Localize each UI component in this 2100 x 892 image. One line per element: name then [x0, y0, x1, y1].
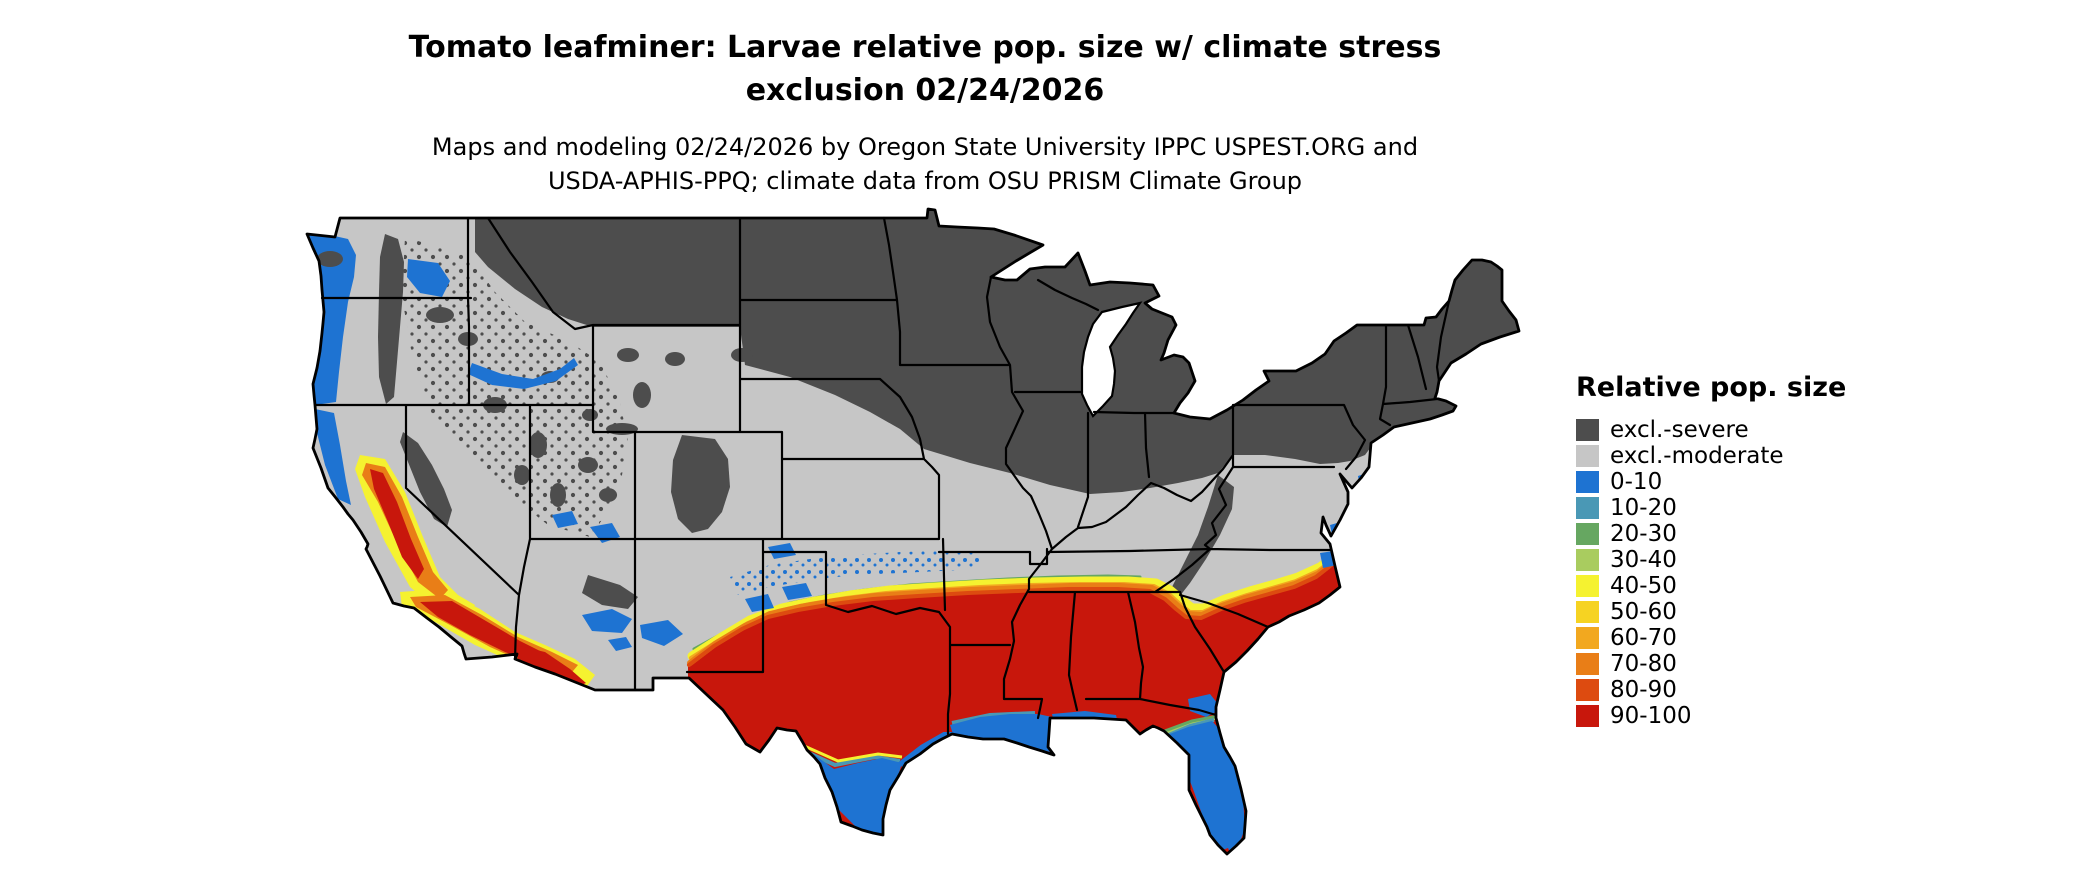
legend-swatch: [1576, 419, 1599, 441]
legend-item: 20-30: [1576, 521, 1846, 547]
legend-swatch: [1576, 471, 1599, 493]
legend-label: 90-100: [1610, 703, 1692, 729]
legend: Relative pop. size excl.-severe excl.-mod…: [1576, 372, 1846, 729]
lake-michigan: [1080, 301, 1143, 418]
legend-swatch: [1576, 627, 1599, 649]
legend-swatch: [1576, 549, 1599, 571]
legend-label: 50-60: [1610, 599, 1677, 625]
state-borders: [313, 216, 1451, 736]
legend-swatch: [1576, 523, 1599, 545]
legend-item: 60-70: [1576, 625, 1846, 651]
map-title-line2: exclusion 02/24/2026: [745, 73, 1105, 108]
legend-label: excl.-moderate: [1610, 443, 1784, 469]
legend-swatch: [1576, 601, 1599, 623]
legend-label: 80-90: [1610, 677, 1677, 703]
legend-label: 30-40: [1610, 547, 1677, 573]
map-subtitle-line2: USDA-APHIS-PPQ; climate data from OSU PR…: [547, 167, 1303, 195]
legend-swatch: [1576, 497, 1599, 519]
map-title-line1: Tomato leafminer: Larvae relative pop. s…: [408, 30, 1442, 65]
legend-item: 50-60: [1576, 599, 1846, 625]
legend-label: 40-50: [1610, 573, 1677, 599]
legend-item: 0-10: [1576, 469, 1846, 495]
legend-item: 90-100: [1576, 703, 1846, 729]
legend-swatch: [1576, 705, 1599, 727]
map-subtitle-line1: Maps and modeling 02/24/2026 by Oregon S…: [431, 133, 1419, 161]
legend-swatch: [1576, 575, 1599, 597]
us-map: [290, 197, 1540, 892]
legend-item: excl.-moderate: [1576, 443, 1846, 469]
legend-item: 10-20: [1576, 495, 1846, 521]
zone-olympic-dark: [317, 251, 343, 267]
us-map-svg: [305, 207, 1521, 856]
legend-item: 70-80: [1576, 651, 1846, 677]
legend-label: 0-10: [1610, 469, 1663, 495]
legend-item: excl.-severe: [1576, 417, 1846, 443]
legend-item: 30-40: [1576, 547, 1846, 573]
legend-label: 70-80: [1610, 651, 1677, 677]
legend-item: 40-50: [1576, 573, 1846, 599]
legend-item: 80-90: [1576, 677, 1846, 703]
legend-label: excl.-severe: [1610, 417, 1749, 443]
legend-swatch: [1576, 679, 1599, 701]
legend-title: Relative pop. size: [1576, 372, 1847, 403]
header: Tomato leafminer: Larvae relative pop. s…: [0, 26, 1850, 198]
zone-transition-bands: [687, 541, 1347, 667]
legend-label: 20-30: [1610, 521, 1677, 547]
legend-label: 60-70: [1610, 625, 1677, 651]
legend-swatch: [1576, 653, 1599, 675]
legend-swatch: [1576, 445, 1599, 467]
legend-label: 10-20: [1610, 495, 1677, 521]
legend-items: excl.-severe excl.-moderate 0-10 10-20 20-30…: [1576, 417, 1846, 729]
